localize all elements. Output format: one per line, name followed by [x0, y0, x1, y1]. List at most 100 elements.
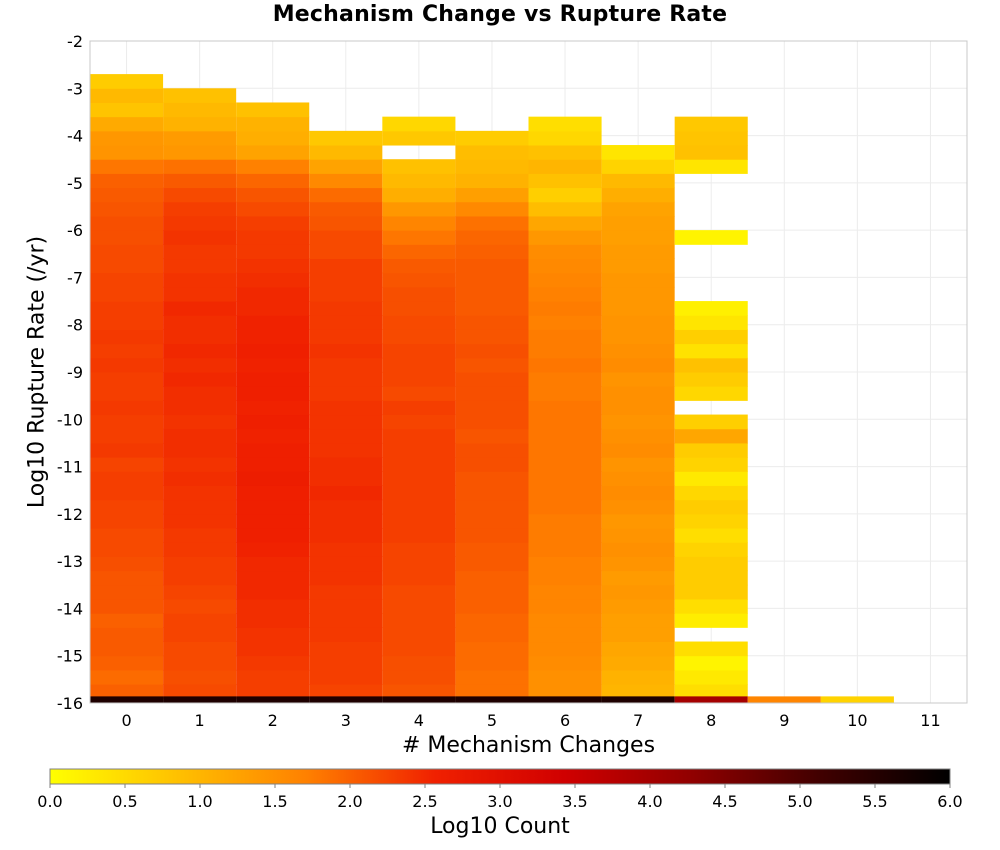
- heatmap-cell: [674, 442, 748, 458]
- colorbar: [49, 768, 951, 785]
- heatmap-cell: [309, 513, 383, 529]
- heatmap-cell: [601, 471, 675, 486]
- heatmap-cell: [382, 301, 456, 316]
- heatmap-cell: [601, 386, 675, 401]
- heatmap-cell: [528, 187, 602, 203]
- heatmap-cell: [90, 329, 164, 345]
- heatmap-cell: [455, 471, 529, 486]
- heatmap-cell: [601, 556, 675, 572]
- heatmap-cell: [163, 457, 237, 472]
- heatmap-cell: [163, 655, 237, 671]
- heatmap-cell: [455, 400, 529, 416]
- x-axis-label: # Mechanism Changes: [401, 733, 656, 758]
- heatmap-cell: [601, 286, 675, 302]
- x-tick-label: 6: [560, 711, 570, 730]
- heatmap-cell: [601, 442, 675, 458]
- heatmap-cell: [90, 542, 164, 557]
- heatmap-cell: [90, 428, 164, 444]
- heatmap-cell: [455, 528, 529, 543]
- x-tick-label: 3: [341, 711, 351, 730]
- y-tick-label: -16: [57, 694, 83, 713]
- heatmap-cell: [382, 286, 456, 302]
- heatmap-cell: [674, 528, 748, 543]
- heatmap-cell: [601, 684, 675, 699]
- heatmap-cell: [163, 173, 237, 189]
- heatmap-cell: [236, 102, 310, 118]
- heatmap-cell: [236, 187, 310, 203]
- heatmap-cell: [90, 457, 164, 472]
- x-tick-label: 4: [414, 711, 424, 730]
- heatmap-cell: [674, 641, 748, 657]
- heatmap-cell: [382, 272, 456, 288]
- heatmap-cell: [382, 485, 456, 501]
- heatmap-cell: [90, 684, 164, 699]
- heatmap-cell: [674, 669, 748, 685]
- heatmap-cell: [528, 613, 602, 628]
- y-tick-label: -6: [67, 221, 83, 240]
- heatmap-cell: [455, 301, 529, 316]
- heatmap-cell: [163, 130, 237, 146]
- heatmap-cell: [163, 528, 237, 543]
- heatmap-cell: [163, 230, 237, 245]
- colorbar-tick-label: 2.0: [337, 792, 362, 811]
- heatmap-cell: [528, 372, 602, 387]
- heatmap-cell: [528, 130, 602, 146]
- y-axis-label: Log10 Rupture Rate (/yr): [24, 235, 50, 509]
- heatmap-cell: [455, 343, 529, 359]
- heatmap-cell: [674, 343, 748, 359]
- heatmap-cell: [455, 499, 529, 515]
- heatmap-cell: [309, 372, 383, 387]
- heatmap-cell: [601, 215, 675, 231]
- heatmap-cell: [455, 542, 529, 557]
- heatmap-cell: [674, 655, 748, 671]
- heatmap-cell: [163, 428, 237, 444]
- heatmap-cell: [455, 584, 529, 600]
- colorbar-tick-label: 1.5: [262, 792, 287, 811]
- heatmap-cell: [528, 357, 602, 373]
- heatmap-cell: [236, 513, 310, 529]
- heatmap-cell: [601, 343, 675, 359]
- heatmap-cell: [528, 272, 602, 288]
- heatmap-cell: [382, 400, 456, 416]
- heatmap-cell: [601, 584, 675, 600]
- heatmap-cell: [90, 301, 164, 316]
- heatmap-cell: [163, 513, 237, 529]
- heatmap-cell: [601, 598, 675, 614]
- heatmap-cell: [528, 669, 602, 685]
- heatmap-cell: [601, 641, 675, 657]
- heatmap-cell: [382, 684, 456, 699]
- heatmap-cell: [90, 414, 164, 430]
- plot-frame: [89, 40, 968, 704]
- heatmap-cell: [601, 428, 675, 444]
- heatmap-cell: [674, 428, 748, 444]
- heatmap-cell: [90, 556, 164, 572]
- heatmap-cell: [528, 584, 602, 600]
- colorbar-tick-label: 6.0: [937, 792, 962, 811]
- heatmap-cell: [528, 286, 602, 302]
- heatmap-cell: [90, 343, 164, 359]
- x-tick-label: 8: [706, 711, 716, 730]
- heatmap-cell: [674, 329, 748, 345]
- heatmap-cell: [236, 684, 310, 699]
- heatmap-cell: [601, 400, 675, 416]
- chart-title: Mechanism Change vs Rupture Rate: [272, 2, 728, 27]
- heatmap-cell: [601, 570, 675, 586]
- heatmap-cell-bottom: [601, 696, 675, 703]
- heatmap-cell: [309, 272, 383, 288]
- x-axis-ticks: 0 1 2 3 4 5 6 7 8 9 10 11: [121, 711, 940, 730]
- heatmap-cell: [236, 442, 310, 458]
- heatmap-cell: [455, 173, 529, 189]
- x-tick-label: 9: [779, 711, 789, 730]
- heatmap-cell: [455, 627, 529, 643]
- heatmap-cell: [528, 301, 602, 316]
- heatmap-cells: [90, 74, 894, 703]
- heatmap-cell: [674, 584, 748, 600]
- heatmap-cell: [236, 329, 310, 345]
- heatmap-cell-bottom: [674, 696, 748, 703]
- heatmap-cell: [382, 428, 456, 444]
- heatmap-cell: [236, 372, 310, 387]
- heatmap-cell: [382, 584, 456, 600]
- heatmap-cell: [528, 244, 602, 260]
- heatmap-cell: [90, 258, 164, 274]
- heatmap-cell: [90, 88, 164, 103]
